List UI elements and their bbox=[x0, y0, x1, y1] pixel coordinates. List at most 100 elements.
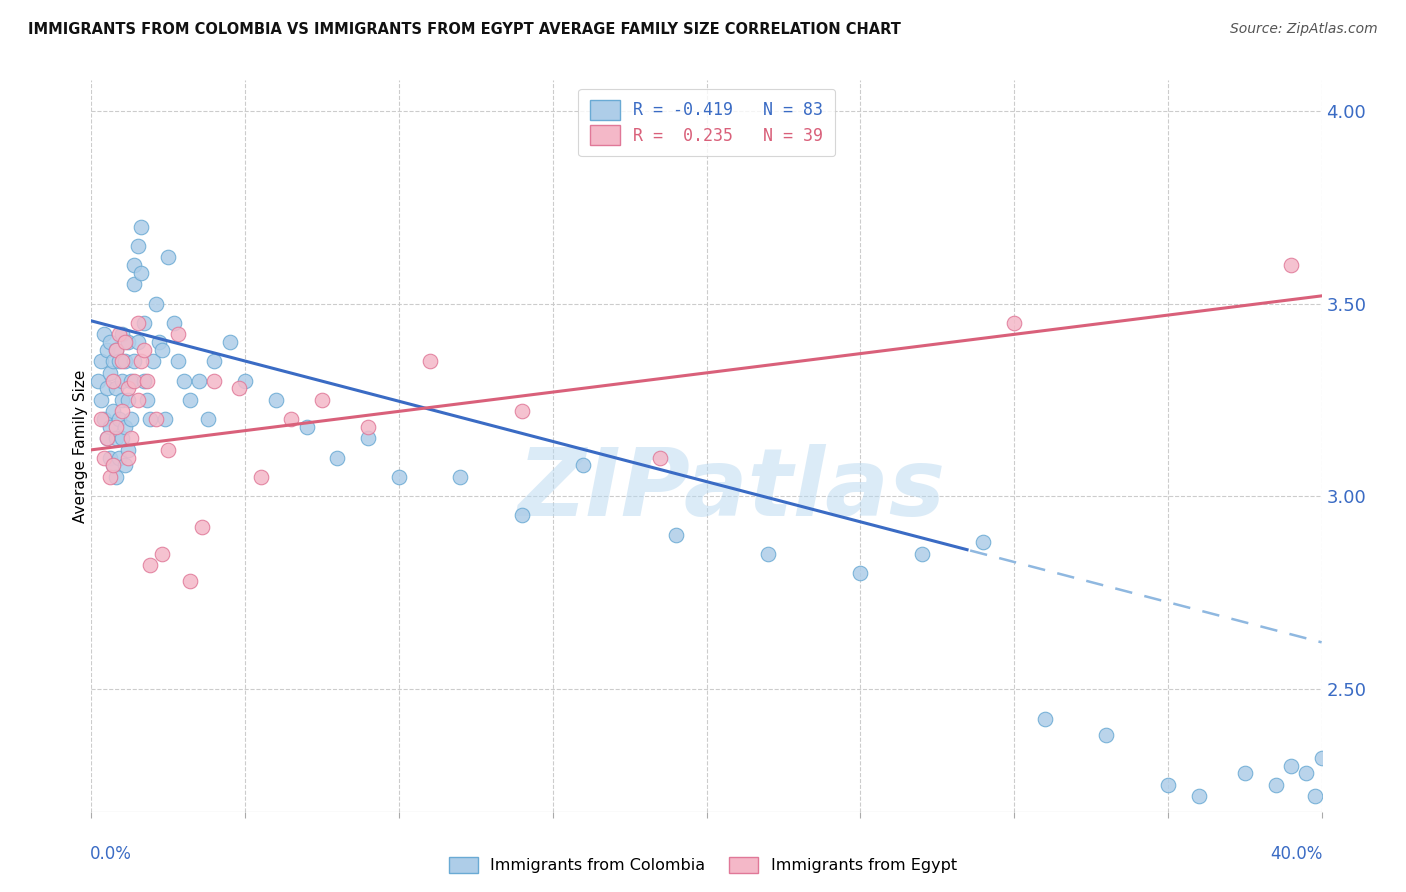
Point bbox=[114, 458, 136, 473]
Point bbox=[1233, 766, 1256, 780]
Point bbox=[120, 431, 142, 445]
Point bbox=[280, 412, 302, 426]
Point bbox=[145, 296, 167, 310]
Text: 0.0%: 0.0% bbox=[90, 845, 132, 863]
Point bbox=[120, 412, 142, 426]
Point bbox=[129, 266, 152, 280]
Point bbox=[357, 431, 380, 445]
Point bbox=[139, 558, 162, 573]
Point bbox=[311, 392, 333, 407]
Point bbox=[129, 354, 152, 368]
Point bbox=[510, 404, 533, 418]
Point bbox=[1033, 712, 1056, 726]
Point bbox=[145, 412, 167, 426]
Point bbox=[101, 374, 124, 388]
Point bbox=[228, 381, 250, 395]
Point bbox=[93, 450, 115, 465]
Point bbox=[111, 404, 134, 418]
Point bbox=[1002, 316, 1025, 330]
Point bbox=[1157, 778, 1180, 792]
Point bbox=[117, 442, 139, 457]
Point bbox=[105, 431, 127, 445]
Point bbox=[135, 374, 157, 388]
Point bbox=[132, 316, 155, 330]
Point bbox=[93, 327, 115, 342]
Point bbox=[90, 354, 112, 368]
Point bbox=[96, 431, 118, 445]
Point bbox=[101, 404, 124, 418]
Point bbox=[1264, 778, 1286, 792]
Point bbox=[188, 374, 211, 388]
Point bbox=[157, 251, 180, 265]
Point bbox=[326, 450, 349, 465]
Point bbox=[179, 574, 201, 588]
Point bbox=[105, 343, 127, 357]
Point bbox=[129, 219, 152, 234]
Point bbox=[90, 392, 112, 407]
Point bbox=[179, 392, 201, 407]
Point bbox=[96, 343, 118, 357]
Point bbox=[127, 334, 149, 349]
Point bbox=[98, 419, 121, 434]
Point bbox=[117, 334, 139, 349]
Point bbox=[849, 566, 872, 580]
Point bbox=[357, 419, 380, 434]
Point bbox=[1305, 789, 1327, 804]
Point bbox=[111, 354, 134, 368]
Point bbox=[98, 470, 121, 484]
Point bbox=[150, 343, 173, 357]
Point bbox=[114, 419, 136, 434]
Point bbox=[127, 316, 149, 330]
Point bbox=[105, 343, 127, 357]
Point bbox=[111, 327, 134, 342]
Point bbox=[127, 239, 149, 253]
Point bbox=[510, 508, 533, 523]
Point bbox=[93, 412, 115, 426]
Point bbox=[86, 374, 108, 388]
Point bbox=[1310, 751, 1333, 765]
Point bbox=[163, 316, 186, 330]
Point bbox=[572, 458, 595, 473]
Point bbox=[111, 392, 134, 407]
Point bbox=[139, 412, 162, 426]
Point bbox=[101, 458, 124, 473]
Point bbox=[191, 520, 214, 534]
Point bbox=[665, 527, 688, 541]
Y-axis label: Average Family Size: Average Family Size bbox=[73, 369, 87, 523]
Point bbox=[135, 392, 157, 407]
Legend: Immigrants from Colombia, Immigrants from Egypt: Immigrants from Colombia, Immigrants fro… bbox=[443, 850, 963, 880]
Point bbox=[124, 374, 146, 388]
Point bbox=[388, 470, 411, 484]
Point bbox=[1187, 789, 1209, 804]
Point bbox=[111, 431, 134, 445]
Point bbox=[202, 354, 225, 368]
Point bbox=[124, 277, 146, 292]
Point bbox=[132, 374, 155, 388]
Point bbox=[101, 354, 124, 368]
Point bbox=[197, 412, 219, 426]
Text: Source: ZipAtlas.com: Source: ZipAtlas.com bbox=[1230, 22, 1378, 37]
Point bbox=[166, 354, 188, 368]
Point bbox=[105, 381, 127, 395]
Point bbox=[153, 412, 177, 426]
Point bbox=[202, 374, 225, 388]
Point bbox=[105, 419, 127, 434]
Point bbox=[173, 374, 195, 388]
Legend: R = -0.419   N = 83, R =  0.235   N = 39: R = -0.419 N = 83, R = 0.235 N = 39 bbox=[578, 88, 835, 156]
Point bbox=[142, 354, 165, 368]
Point bbox=[1279, 258, 1302, 272]
Point bbox=[98, 450, 121, 465]
Point bbox=[1279, 758, 1302, 772]
Point bbox=[166, 327, 188, 342]
Point bbox=[449, 470, 471, 484]
Point bbox=[150, 547, 173, 561]
Point bbox=[98, 334, 121, 349]
Point bbox=[90, 412, 112, 426]
Point bbox=[117, 392, 139, 407]
Point bbox=[96, 381, 118, 395]
Point bbox=[1095, 728, 1118, 742]
Point bbox=[105, 470, 127, 484]
Point bbox=[108, 450, 131, 465]
Point bbox=[127, 392, 149, 407]
Point bbox=[117, 381, 139, 395]
